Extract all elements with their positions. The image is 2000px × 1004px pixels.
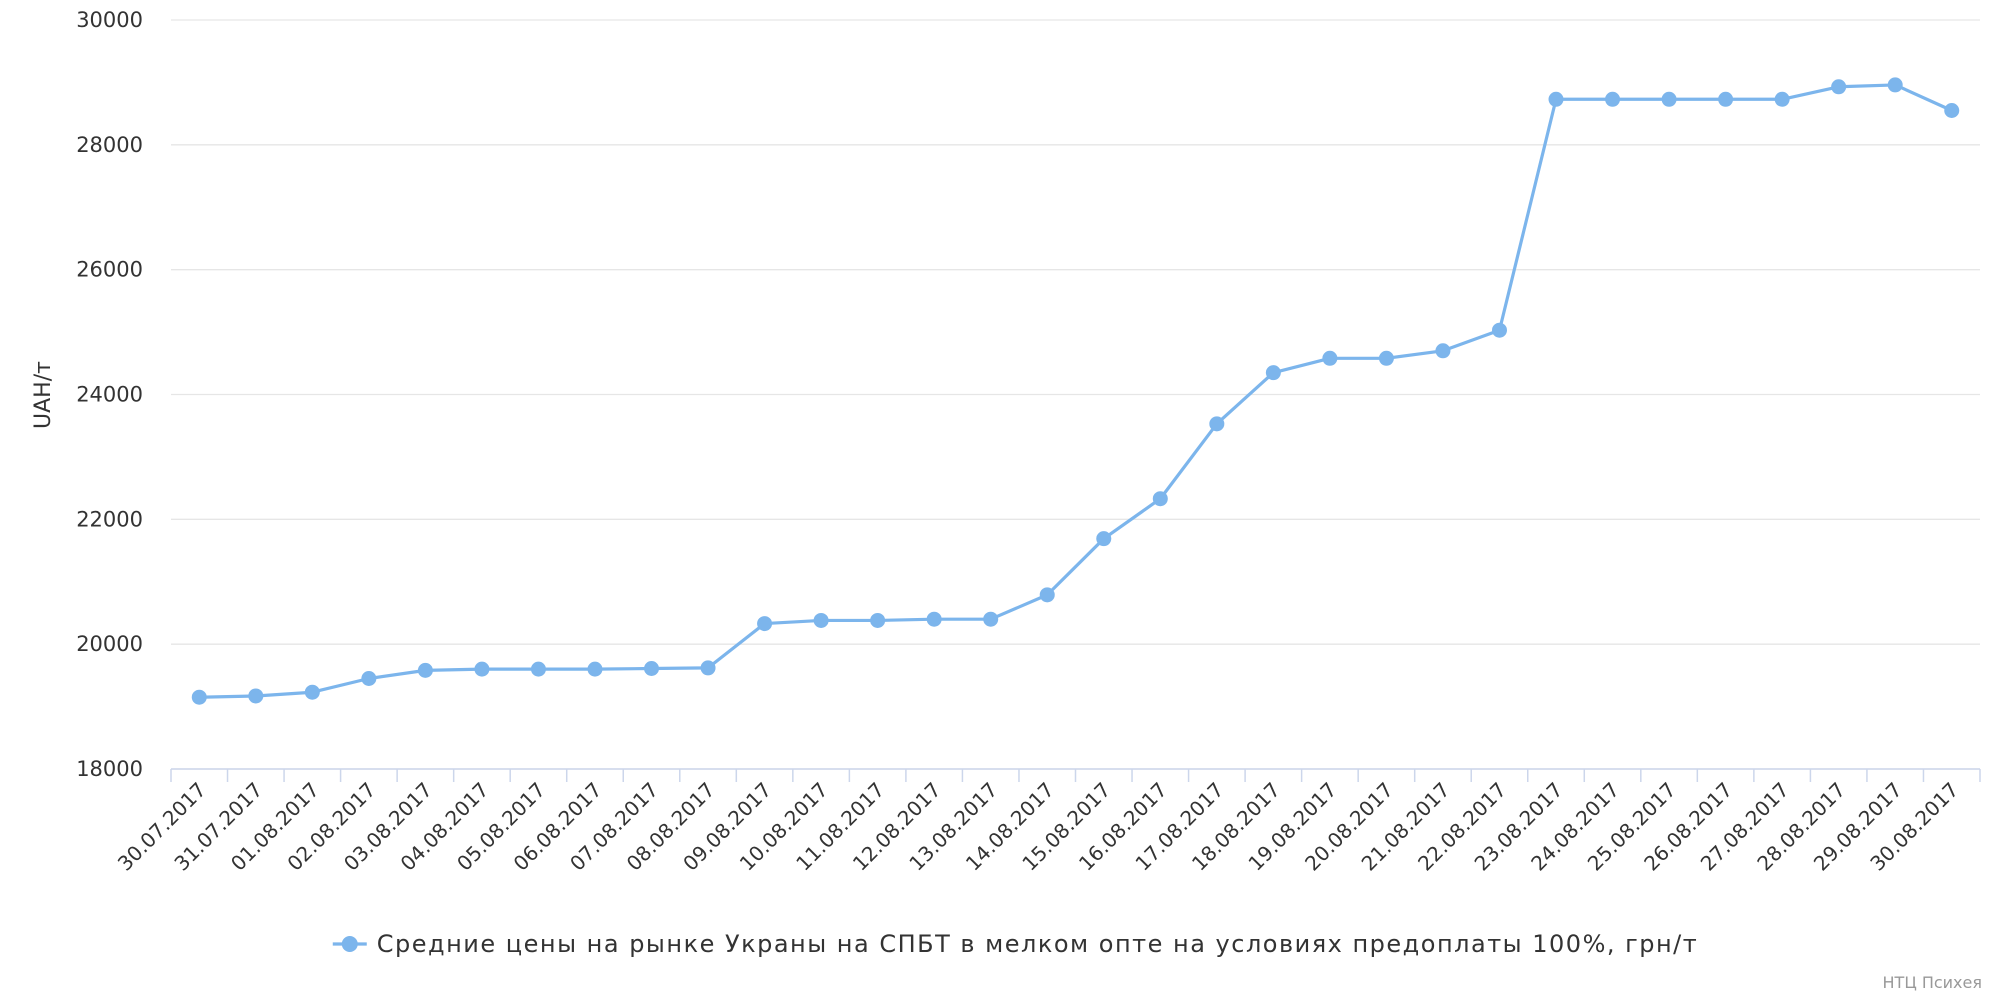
y-axis-title: UAH/т [31,361,56,429]
data-point [1435,343,1451,359]
legend-label: Средние цены на рынке Украны на СПБТ в м… [377,930,1698,958]
series-line [199,83,1953,699]
data-point [1152,491,1168,507]
data-point [870,612,886,628]
y-tick-label: 28000 [76,133,143,157]
y-tick-label: 26000 [76,258,143,282]
data-point [1096,531,1112,547]
data-point [1718,91,1734,107]
data-point [1491,322,1507,338]
data-point [1661,91,1677,107]
data-point [1322,350,1338,366]
data-point [1605,91,1621,107]
data-point [926,611,942,627]
y-tick-label: 18000 [76,757,143,781]
data-point [304,684,320,700]
data-point [361,670,377,686]
data-point [700,660,716,676]
data-point [474,661,490,677]
data-point [644,661,660,677]
y-tick-label: 22000 [76,507,143,531]
y-tick-label: 30000 [76,8,143,32]
data-point [191,689,207,705]
data-point [1774,91,1790,107]
data-point [757,616,773,632]
data-point [813,612,829,628]
data-point [1209,416,1225,432]
data-point [1944,103,1960,119]
data-point [587,661,603,677]
data-point [417,662,433,678]
credit: НТЦ Психея [1883,973,1982,992]
data-point [1887,77,1903,93]
data-point [1831,79,1847,95]
data-point [1039,587,1055,603]
legend-item: Средние цены на рынке Украны на СПБТ в м… [332,930,1698,958]
legend-marker [341,936,358,952]
y-tick-label: 20000 [76,632,143,656]
data-point [248,688,264,704]
y-tick-label: 24000 [76,383,143,407]
data-point [983,611,999,627]
data-point [1378,350,1394,366]
data-point [1265,365,1281,381]
data-point [1548,91,1564,107]
data-point [530,661,546,677]
